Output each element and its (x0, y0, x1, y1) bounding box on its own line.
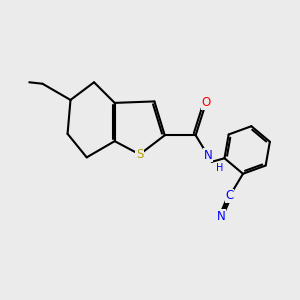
Text: N: N (204, 149, 213, 162)
Text: O: O (201, 96, 211, 110)
Text: N: N (217, 210, 225, 223)
Text: H: H (215, 163, 223, 173)
Text: S: S (136, 148, 143, 161)
Text: C: C (226, 189, 234, 203)
